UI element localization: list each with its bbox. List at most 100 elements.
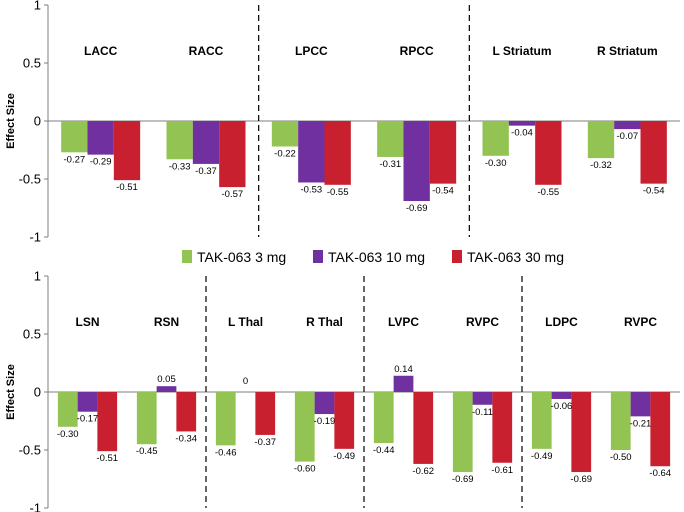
legend: TAK-063 3 mg TAK-063 10 mg TAK-063 30 mg xyxy=(182,249,564,265)
y-tick-label: 1 xyxy=(34,0,41,13)
bar-tak-063-3-mg-l-thal xyxy=(215,392,236,446)
bar-tak-063-10-mg-lvpc xyxy=(393,375,414,392)
y-tick-label: 0 xyxy=(34,114,41,129)
bar-tak-063-10-mg-rsn xyxy=(156,386,177,392)
data-label: -0.49 xyxy=(531,451,553,462)
bar-tak-063-3-mg-l-striatum xyxy=(482,121,509,156)
data-label: -0.22 xyxy=(274,149,296,160)
region-label-racc: RACC xyxy=(189,44,224,58)
data-label: -0.51 xyxy=(116,182,138,193)
y-tick-label: 1 xyxy=(34,269,41,284)
data-label: -0.46 xyxy=(215,447,237,458)
y-tick-label: -0.5 xyxy=(19,443,41,458)
region-label-rvpc: RVPC xyxy=(466,315,499,329)
legend-swatch-tak-063-30-mg xyxy=(452,250,462,263)
data-label: -0.69 xyxy=(570,474,592,485)
region-label-rvpc: RVPC xyxy=(624,315,657,329)
y-tick-label: 0 xyxy=(34,385,41,400)
bar-tak-063-30-mg-ldpc xyxy=(571,392,592,473)
region-label-lacc: LACC xyxy=(84,44,118,58)
bar-tak-063-3-mg-rvpc xyxy=(610,392,631,450)
data-label: -0.33 xyxy=(169,161,191,172)
region-label-ldpc: LDPC xyxy=(545,315,578,329)
region-label-rsn: RSN xyxy=(154,315,179,329)
bar-tak-063-3-mg-r-thal xyxy=(294,392,315,462)
bar-tak-063-10-mg-lsn xyxy=(77,392,98,412)
bar-tak-063-3-mg-r-striatum xyxy=(587,121,615,159)
y-tick-label: -0.5 xyxy=(19,172,41,187)
bar-tak-063-30-mg-lvpc xyxy=(413,392,434,464)
data-label: 0 xyxy=(243,376,248,387)
data-label: -0.37 xyxy=(195,166,217,177)
bar-tak-063-30-mg-rvpc xyxy=(492,392,513,463)
bar-tak-063-3-mg-lpcc xyxy=(271,121,299,147)
legend-label-tak-063-10-mg: TAK-063 10 mg xyxy=(328,249,425,265)
bar-tak-063-10-mg-r-thal xyxy=(314,392,335,415)
data-label: -0.30 xyxy=(57,429,79,440)
bar-tak-063-3-mg-ldpc xyxy=(531,392,552,449)
data-label: -0.55 xyxy=(327,187,349,198)
data-label: -0.31 xyxy=(380,159,402,170)
bar-tak-063-30-mg-rsn xyxy=(176,392,197,432)
data-label: -0.04 xyxy=(511,128,533,139)
y-tick-label: 0.5 xyxy=(23,56,41,71)
data-label: -0.07 xyxy=(617,131,639,142)
legend-label-tak-063-30-mg: TAK-063 30 mg xyxy=(467,249,564,265)
data-label: -0.45 xyxy=(136,446,158,457)
bar-tak-063-10-mg-lpcc xyxy=(298,121,325,183)
data-label: -0.69 xyxy=(406,203,428,214)
region-label-lsn: LSN xyxy=(76,315,100,329)
data-label: -0.11 xyxy=(472,407,493,418)
legend-swatch-tak-063-3-mg xyxy=(182,250,192,263)
legend-label-tak-063-3-mg: TAK-063 3 mg xyxy=(197,249,286,265)
data-label: -0.62 xyxy=(412,466,434,477)
data-label: -0.30 xyxy=(485,158,507,169)
bar-tak-063-30-mg-racc xyxy=(219,121,246,188)
data-label: -0.32 xyxy=(590,160,612,171)
legend-swatch-tak-063-10-mg xyxy=(313,250,323,263)
bar-tak-063-10-mg-rvpc xyxy=(630,392,651,417)
bar-tak-063-30-mg-lsn xyxy=(97,392,118,452)
bar-tak-063-10-mg-lacc xyxy=(87,121,114,155)
data-label: -0.49 xyxy=(333,451,355,462)
bar-tak-063-10-mg-rpcc xyxy=(403,121,430,202)
bar-tak-063-10-mg-r-striatum xyxy=(614,121,641,130)
y-tick-label: -1 xyxy=(29,230,41,245)
bar-tak-063-3-mg-rsn xyxy=(136,392,157,445)
bar-tak-063-30-mg-lacc xyxy=(113,121,141,181)
data-label: -0.27 xyxy=(64,154,86,165)
top-chart: 1 0.5 0 -0.5 -1 Effect Size LACC -0.27 -0.29 -0.5… xyxy=(5,0,680,245)
data-label: -0.60 xyxy=(294,464,316,475)
data-label: -0.34 xyxy=(175,433,197,444)
region-label-l-thal: L Thal xyxy=(228,315,263,329)
data-label: -0.54 xyxy=(432,186,454,197)
data-label: -0.44 xyxy=(373,445,395,456)
bar-tak-063-3-mg-racc xyxy=(166,121,193,160)
data-label: -0.29 xyxy=(90,157,112,168)
bar-tak-063-10-mg-l-striatum xyxy=(508,121,536,126)
bar-tak-063-30-mg-l-thal xyxy=(255,392,276,435)
y-axis-title: Effect Size xyxy=(5,364,17,420)
bar-tak-063-3-mg-lsn xyxy=(57,392,78,427)
region-label-r-thal: R Thal xyxy=(306,315,343,329)
region-label-lpcc: LPCC xyxy=(295,44,328,58)
bar-tak-063-30-mg-r-thal xyxy=(334,392,355,449)
bar-tak-063-10-mg-ldpc xyxy=(551,392,572,399)
region-label-l-striatum: L Striatum xyxy=(492,44,551,58)
bottom-chart: 1 0.5 0 -0.5 -1 Effect Size LSN -0.30 -0.17 -0.51… xyxy=(5,269,680,512)
bar-tak-063-3-mg-rpcc xyxy=(377,121,404,157)
data-label: -0.17 xyxy=(77,414,99,425)
bar-tak-063-30-mg-rvpc xyxy=(650,392,671,467)
region-label-lvpc: LVPC xyxy=(388,315,419,329)
data-label: -0.61 xyxy=(491,465,513,476)
bar-tak-063-10-mg-rvpc xyxy=(472,392,493,405)
bar-tak-063-3-mg-lvpc xyxy=(373,392,394,444)
bar-tak-063-30-mg-rpcc xyxy=(429,121,457,184)
data-label: -0.50 xyxy=(610,452,632,463)
data-label: 0.05 xyxy=(157,374,176,385)
bar-tak-063-30-mg-lpcc xyxy=(324,121,351,185)
bar-tak-063-30-mg-l-striatum xyxy=(535,121,562,185)
bar-tak-063-3-mg-rvpc xyxy=(452,392,473,473)
data-label: -0.06 xyxy=(551,401,573,412)
